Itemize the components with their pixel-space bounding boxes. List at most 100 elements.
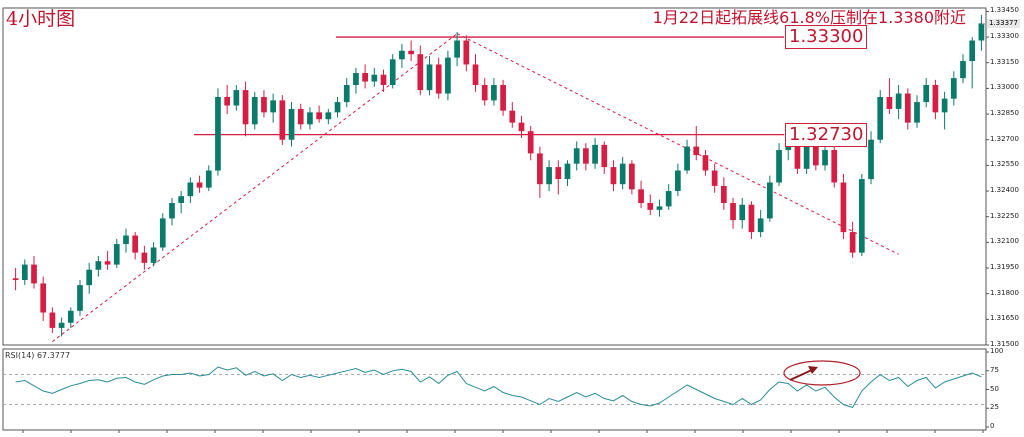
- candle-body: [629, 163, 635, 190]
- y-tick-label: 1.33450: [990, 6, 1019, 15]
- rsi-tick-label: 50: [990, 384, 999, 393]
- candle-body: [518, 122, 525, 132]
- y-tick-label: 1.32850: [990, 109, 1019, 118]
- rsi-highlight-circle: [783, 360, 861, 386]
- candle-body: [178, 196, 185, 204]
- candle-body: [776, 149, 782, 183]
- candle-body: [904, 93, 911, 123]
- candle-body: [601, 144, 608, 168]
- candle-body: [270, 100, 276, 113]
- candle-body: [803, 146, 810, 169]
- trendline-2: [456, 33, 899, 255]
- candle-body: [785, 144, 792, 150]
- candle-body: [886, 96, 893, 109]
- candle-body: [932, 84, 939, 113]
- candle-body: [527, 131, 534, 154]
- candle-body: [454, 40, 460, 58]
- candle-body: [610, 167, 617, 185]
- current-price-tag: 1.33377: [987, 18, 1020, 28]
- candle-body: [21, 264, 28, 280]
- y-tick-label: 1.33000: [990, 83, 1019, 92]
- candle-body: [334, 102, 341, 113]
- candle-body: [242, 90, 249, 125]
- y-tick-label: 1.32250: [990, 211, 1019, 220]
- candle-body: [491, 84, 497, 101]
- y-tick-label: 1.33300: [990, 32, 1019, 41]
- candle-body: [67, 310, 74, 323]
- candle-body: [12, 278, 19, 280]
- candle-body: [794, 144, 801, 169]
- candle-body: [702, 155, 709, 171]
- candle-body: [831, 149, 838, 183]
- candle-body: [849, 232, 856, 253]
- candle-body: [224, 96, 231, 106]
- candle-body: [205, 170, 212, 188]
- y-tick-label: 1.31800: [990, 288, 1019, 297]
- y-tick-label: 1.32700: [990, 134, 1019, 143]
- candle-body: [546, 167, 552, 185]
- candle-body: [647, 203, 654, 210]
- candle-body: [196, 182, 203, 188]
- candle-body: [215, 96, 221, 171]
- candle-body: [123, 235, 129, 245]
- candle-body: [711, 170, 718, 186]
- y-tick-label: 1.31950: [990, 263, 1019, 272]
- y-tick-label: 1.32400: [990, 186, 1019, 195]
- candle-body: [86, 269, 93, 286]
- candle-body: [472, 64, 479, 85]
- candle-body: [619, 163, 626, 185]
- candle-body: [159, 218, 166, 248]
- candle-body: [279, 100, 286, 140]
- candle-body: [31, 264, 37, 284]
- candle-body: [150, 247, 157, 263]
- candle-body: [500, 84, 506, 111]
- candle-body: [362, 73, 368, 82]
- y-tick-label: 1.33150: [990, 57, 1019, 66]
- candle-body: [343, 84, 350, 103]
- y-tick-label: 1.31500: [990, 340, 1019, 348]
- candle-body: [923, 84, 930, 103]
- candle-body: [656, 206, 663, 210]
- candle-body: [969, 40, 976, 62]
- candle-body: [141, 252, 148, 263]
- candle-body: [77, 285, 83, 311]
- candle-body: [877, 96, 884, 140]
- candle-body: [435, 64, 442, 94]
- candle-body: [251, 96, 258, 125]
- rsi-tick-label: 25: [990, 403, 999, 412]
- candle-body: [389, 59, 396, 85]
- rsi-tick-label: 100: [990, 347, 1004, 355]
- candle-body: [233, 90, 240, 106]
- candle-body: [592, 144, 598, 164]
- candle-body: [950, 78, 957, 99]
- candle-body: [169, 203, 175, 219]
- candle-body: [187, 182, 194, 197]
- candle-body: [399, 50, 405, 60]
- candle-body: [408, 50, 414, 55]
- candle-body: [261, 96, 267, 113]
- rsi-tick-label: 0: [990, 422, 995, 430]
- rsi-label: RSI(14) 67.3777: [5, 351, 71, 360]
- candle-body: [721, 185, 727, 204]
- candle-body: [868, 139, 874, 180]
- candle-body: [665, 191, 672, 207]
- candle-body: [353, 73, 359, 85]
- candle-body: [978, 23, 985, 41]
- candle-body: [555, 167, 562, 180]
- candle-body: [509, 110, 516, 123]
- candle-body: [95, 261, 102, 270]
- y-tick-label: 1.31650: [990, 314, 1019, 323]
- candle-body: [739, 204, 746, 221]
- candle-body: [573, 148, 580, 164]
- candle-body: [380, 74, 387, 85]
- candle-body: [822, 149, 828, 166]
- candle-body: [316, 112, 322, 120]
- candle-body: [812, 146, 819, 166]
- y-tick-label: 1.32550: [990, 160, 1019, 169]
- candle-body: [693, 146, 700, 156]
- candle-body: [583, 148, 589, 164]
- candle-body: [564, 163, 571, 180]
- candle-body: [766, 182, 773, 219]
